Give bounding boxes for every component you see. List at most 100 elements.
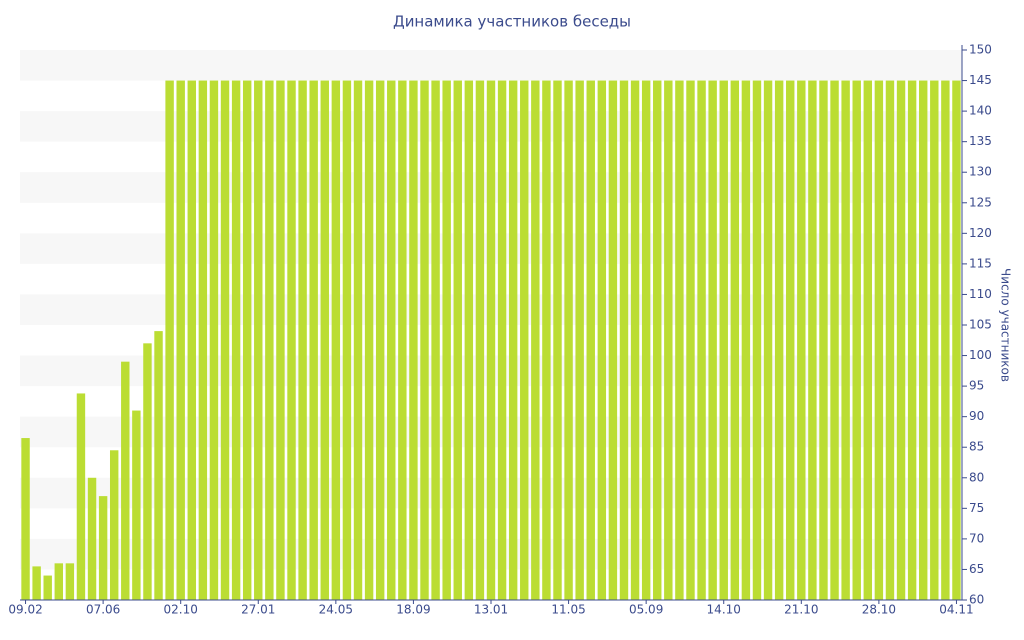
x-tick-label: 05.09 <box>629 603 663 617</box>
bar <box>619 80 629 601</box>
x-tick-label: 21.10 <box>784 603 818 617</box>
bar <box>309 80 318 601</box>
bar <box>409 80 418 601</box>
y-tick-label: 150 <box>969 43 992 57</box>
bar <box>176 80 185 601</box>
y-tick-label: 70 <box>969 531 984 545</box>
y-tick-label: 80 <box>969 470 984 484</box>
bar <box>564 80 573 601</box>
bar <box>597 80 607 601</box>
bar <box>21 438 30 600</box>
bar <box>874 80 884 601</box>
bar <box>608 80 618 601</box>
bar <box>165 80 174 601</box>
y-tick-label: 65 <box>969 562 984 576</box>
bar <box>442 80 451 601</box>
bar <box>220 80 230 601</box>
bar <box>808 80 817 601</box>
bar <box>752 80 762 601</box>
bar <box>276 80 285 601</box>
x-tick-label: 14.10 <box>707 603 741 617</box>
bar <box>664 80 673 601</box>
x-tick-label: 04.11 <box>939 603 973 617</box>
y-tick-label: 120 <box>969 226 992 240</box>
bar <box>298 80 307 601</box>
bar <box>553 80 562 601</box>
y-tick-label: 145 <box>969 73 992 87</box>
bar <box>453 80 462 601</box>
bar <box>774 80 784 601</box>
grid-band <box>20 50 962 81</box>
bar <box>508 80 518 601</box>
y-axis-label: Число участников <box>999 268 1013 382</box>
bar <box>242 80 252 601</box>
x-tick-label: 11.05 <box>551 603 585 617</box>
y-tick-label: 130 <box>969 165 992 179</box>
bar <box>342 80 352 601</box>
bar <box>187 80 196 601</box>
y-tick-label: 135 <box>969 134 992 148</box>
y-tick-label: 95 <box>969 379 984 393</box>
bar <box>265 80 274 601</box>
y-tick-label: 60 <box>969 593 984 607</box>
y-tick-label: 125 <box>969 195 992 209</box>
bar <box>320 80 329 601</box>
y-tick-label: 100 <box>969 348 992 362</box>
bar <box>497 80 507 601</box>
bar <box>531 80 540 601</box>
bar <box>819 80 828 601</box>
x-tick-label: 02.10 <box>164 603 198 617</box>
bar <box>143 343 152 600</box>
bar <box>132 410 141 600</box>
bar <box>431 80 440 601</box>
bar <box>575 80 584 601</box>
bar <box>830 80 839 601</box>
bar <box>198 80 208 601</box>
y-tick-label: 105 <box>969 318 992 332</box>
bar <box>520 80 529 601</box>
x-tick-label: 24.05 <box>319 603 353 617</box>
bar <box>209 80 219 601</box>
bar <box>686 80 695 601</box>
y-tick-label: 75 <box>969 501 984 515</box>
bar <box>254 80 263 601</box>
bar <box>464 80 474 601</box>
bar <box>675 80 684 601</box>
bar <box>930 80 939 601</box>
y-tick-label: 110 <box>969 287 992 301</box>
bar <box>719 80 728 601</box>
bar <box>43 575 52 600</box>
bar <box>708 80 717 601</box>
x-tick-label: 18.09 <box>396 603 430 617</box>
bar <box>542 80 551 601</box>
bar <box>375 80 385 601</box>
y-tick-label: 140 <box>969 104 992 118</box>
x-tick-label: 28.10 <box>862 603 896 617</box>
bar <box>885 80 895 601</box>
y-tick-label: 90 <box>969 409 984 423</box>
bar <box>154 331 163 600</box>
bar <box>65 563 75 600</box>
bar <box>630 80 640 601</box>
bar <box>353 80 363 601</box>
bar <box>919 80 928 601</box>
bar <box>398 80 407 601</box>
bar <box>730 80 740 601</box>
bar <box>87 477 97 600</box>
y-tick-label: 85 <box>969 440 984 454</box>
x-tick-label: 13.01 <box>474 603 508 617</box>
y-tick-label: 115 <box>969 256 992 270</box>
x-tick-label: 09.02 <box>8 603 42 617</box>
bar <box>331 80 341 601</box>
bar <box>763 80 773 601</box>
bar <box>941 80 950 601</box>
bar <box>486 80 496 601</box>
x-tick-label: 07.06 <box>86 603 120 617</box>
bar <box>98 496 108 600</box>
bar <box>797 80 806 601</box>
bar <box>32 566 41 600</box>
bar <box>76 393 86 600</box>
bar <box>786 80 795 601</box>
bar <box>586 80 595 601</box>
